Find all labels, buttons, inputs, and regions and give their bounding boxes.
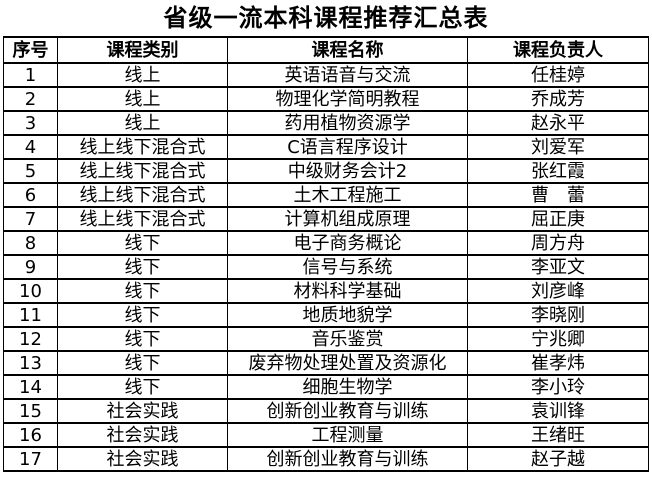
course-summary-table: 序号 课程类别 课程名称 课程负责人 1 线上 英语语音与交流 任桂婷 2 线上 物理化学简… bbox=[3, 36, 649, 472]
course-leader-cell: 刘彦峰 bbox=[467, 278, 649, 304]
course-category-cell: 线下 bbox=[57, 350, 228, 376]
course-name-cell: 信号与系统 bbox=[227, 254, 468, 280]
course-category-cell: 线上 bbox=[57, 86, 228, 112]
row-number-cell: 17 bbox=[3, 446, 58, 472]
table-row: 2 线上 物理化学简明教程 乔成芳 bbox=[3, 86, 649, 112]
header-course-category: 课程类别 bbox=[57, 36, 228, 64]
course-leader-cell: 张红霞 bbox=[467, 158, 649, 184]
table-row: 10 线下 材料科学基础 刘彦峰 bbox=[3, 278, 649, 304]
document-page: 省级一流本科课程推荐汇总表 序号 课程类别 课程名称 课程负责人 1 线上 英语语音… bbox=[0, 5, 652, 481]
course-leader-cell: 袁训锋 bbox=[467, 398, 649, 424]
table-row: 3 线上 药用植物资源学 赵永平 bbox=[3, 110, 649, 136]
course-category-cell: 社会实践 bbox=[57, 422, 228, 448]
course-name-cell: 创新创业教育与训练 bbox=[227, 446, 468, 472]
course-leader-cell: 屈正庚 bbox=[467, 206, 649, 232]
course-leader-cell: 赵永平 bbox=[467, 110, 649, 136]
course-category-cell: 线下 bbox=[57, 278, 228, 304]
header-course-name: 课程名称 bbox=[227, 36, 468, 64]
row-number-cell: 7 bbox=[3, 206, 58, 232]
header-row-number: 序号 bbox=[3, 36, 58, 64]
course-category-cell: 线上线下混合式 bbox=[57, 206, 228, 232]
course-category-cell: 线下 bbox=[57, 254, 228, 280]
course-leader-cell: 刘爱军 bbox=[467, 134, 649, 160]
course-leader-cell: 周方舟 bbox=[467, 230, 649, 256]
table-row: 15 社会实践 创新创业教育与训练 袁训锋 bbox=[3, 398, 649, 424]
course-category-cell: 线上线下混合式 bbox=[57, 158, 228, 184]
course-leader-cell: 王绪旺 bbox=[467, 422, 649, 448]
course-name-cell: 创新创业教育与训练 bbox=[227, 398, 468, 424]
table-row: 14 线下 细胞生物学 李小玲 bbox=[3, 374, 649, 400]
row-number-cell: 13 bbox=[3, 350, 58, 376]
row-number-cell: 8 bbox=[3, 230, 58, 256]
row-number-cell: 14 bbox=[3, 374, 58, 400]
table-row: 17 社会实践 创新创业教育与训练 赵子越 bbox=[3, 446, 649, 472]
table-row: 13 线下 废弃物处理处置及资源化 崔孝炜 bbox=[3, 350, 649, 376]
row-number-cell: 3 bbox=[3, 110, 58, 136]
row-number-cell: 9 bbox=[3, 254, 58, 280]
page-title: 省级一流本科课程推荐汇总表 bbox=[163, 4, 489, 32]
course-name-cell: 中级财务会计2 bbox=[227, 158, 468, 184]
table-row: 6 线上线下混合式 土木工程施工曹 蕾 bbox=[3, 182, 649, 208]
table-row: 9 线下 信号与系统 李亚文 bbox=[3, 254, 649, 280]
course-leader-cell: 任桂婷 bbox=[467, 62, 649, 88]
course-leader-cell: 宁兆卿 bbox=[467, 326, 649, 352]
row-number-cell: 11 bbox=[3, 302, 58, 328]
header-course-leader: 课程负责人 bbox=[467, 36, 649, 64]
row-number-cell: 6 bbox=[3, 182, 58, 208]
course-leader-cell: 李亚文 bbox=[467, 254, 649, 280]
course-name-cell: 音乐鉴赏 bbox=[227, 326, 468, 352]
table-body: 1 线上 英语语音与交流 任桂婷 2 线上 物理化学简明教程 乔成芳 3 线上 药用植物资源学 赵永平… bbox=[3, 62, 649, 472]
course-name-cell: 计算机组成原理 bbox=[227, 206, 468, 232]
course-name-cell: 土木工程施工 bbox=[227, 182, 468, 208]
course-leader-cell: 赵子越 bbox=[467, 446, 649, 472]
course-category-cell: 线上线下混合式 bbox=[57, 182, 228, 208]
course-name-cell: 电子商务概论 bbox=[227, 230, 468, 256]
table-row: 16 社会实践 工程测量 王绪旺 bbox=[3, 422, 649, 448]
row-number-cell: 2 bbox=[3, 86, 58, 112]
course-name-cell: 工程测量 bbox=[227, 422, 468, 448]
row-number-cell: 4 bbox=[3, 134, 58, 160]
course-leader-cell: 乔成芳 bbox=[467, 86, 649, 112]
course-leader-cell: 崔孝炜 bbox=[467, 350, 649, 376]
course-category-cell: 线下 bbox=[57, 302, 228, 328]
course-category-cell: 线上线下混合式 bbox=[57, 134, 228, 160]
course-category-cell: 线下 bbox=[57, 374, 228, 400]
course-category-cell: 社会实践 bbox=[57, 446, 228, 472]
course-category-cell: 线下 bbox=[57, 326, 228, 352]
course-name-cell: 细胞生物学 bbox=[227, 374, 468, 400]
table-header: 序号 课程类别 课程名称 课程负责人 bbox=[3, 36, 649, 64]
row-number-cell: 1 bbox=[3, 62, 58, 88]
table-row: 7 线上线下混合式 计算机组成原理 屈正庚 bbox=[3, 206, 649, 232]
course-category-cell: 线下 bbox=[57, 230, 228, 256]
course-name-cell: 废弃物处理处置及资源化 bbox=[227, 350, 468, 376]
row-number-cell: 15 bbox=[3, 398, 58, 424]
course-leader-cell: 曹 蕾 bbox=[467, 182, 649, 208]
row-number-cell: 5 bbox=[3, 158, 58, 184]
course-name-cell: 英语语音与交流 bbox=[227, 62, 468, 88]
course-name-cell: 地质地貌学 bbox=[227, 302, 468, 328]
table-row: 8 线下 电子商务概论 周方舟 bbox=[3, 230, 649, 256]
course-name-cell: C语言程序设计 bbox=[227, 134, 468, 160]
row-number-cell: 12 bbox=[3, 326, 58, 352]
row-number-cell: 16 bbox=[3, 422, 58, 448]
course-leader-cell: 李小玲 bbox=[467, 374, 649, 400]
row-number-cell: 10 bbox=[3, 278, 58, 304]
table-row: 4 线上线下混合式 C语言程序设计 刘爱军 bbox=[3, 134, 649, 160]
table-row: 1 线上 英语语音与交流 任桂婷 bbox=[3, 62, 649, 88]
course-category-cell: 线上 bbox=[57, 62, 228, 88]
table-row: 5 线上线下混合式 中级财务会计2 张红霞 bbox=[3, 158, 649, 184]
course-category-cell: 线上 bbox=[57, 110, 228, 136]
course-name-cell: 物理化学简明教程 bbox=[227, 86, 468, 112]
header-row: 序号 课程类别 课程名称 课程负责人 bbox=[3, 36, 649, 64]
table-row: 12 线下 音乐鉴赏 宁兆卿 bbox=[3, 326, 649, 352]
course-name-cell: 药用植物资源学 bbox=[227, 110, 468, 136]
course-leader-cell: 李晓刚 bbox=[467, 302, 649, 328]
course-name-cell: 材料科学基础 bbox=[227, 278, 468, 304]
course-category-cell: 社会实践 bbox=[57, 398, 228, 424]
table-row: 11 线下 地质地貌学 李晓刚 bbox=[3, 302, 649, 328]
